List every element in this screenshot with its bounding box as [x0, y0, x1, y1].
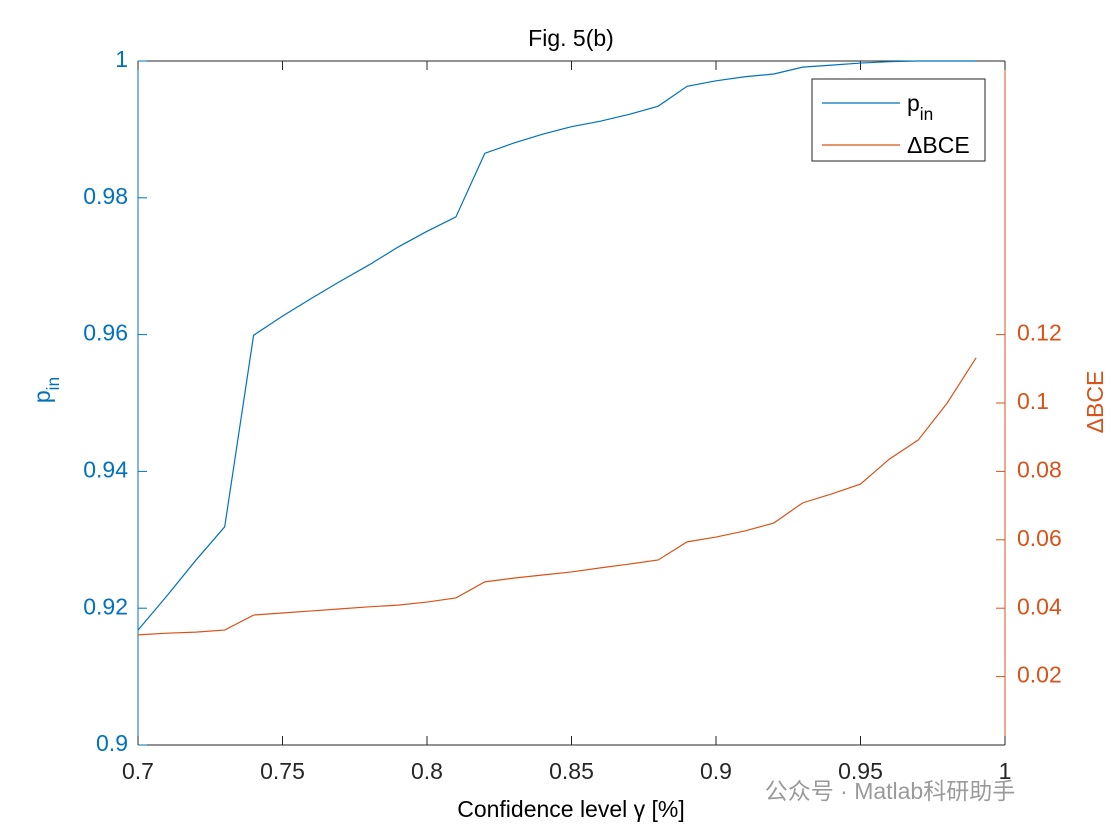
y-tick-label: 0.96 — [83, 320, 128, 346]
x-tick-label: 1 — [999, 758, 1012, 784]
y2-tick-label: 0.06 — [1017, 525, 1062, 551]
watermark: 公众号 · Matlab科研助手 — [765, 778, 1015, 804]
y-tick-label: 0.98 — [83, 183, 128, 209]
x-axis-label: Confidence level γ [%] — [457, 796, 685, 822]
y-tick-label: 0.9 — [96, 730, 128, 756]
y2-tick-label: 0.04 — [1017, 593, 1062, 619]
y-axis-label: pin — [29, 377, 62, 403]
legend-box — [811, 78, 986, 162]
x-tick-label: 0.8 — [411, 758, 443, 784]
x-tick-label: 0.95 — [838, 758, 883, 784]
x-tick-label: 0.85 — [549, 758, 594, 784]
legend-label: pin — [907, 90, 933, 123]
y2-tick-label: 0.08 — [1017, 456, 1062, 482]
y2-tick-label: 0.12 — [1017, 320, 1062, 346]
y-tick-label: 0.94 — [83, 456, 128, 482]
data-line — [137, 357, 977, 636]
legend-label: ΔBCE — [907, 132, 970, 158]
y2-axis-label: ΔBCE — [1082, 371, 1108, 434]
x-tick-label: 0.9 — [700, 758, 732, 784]
x-tick-label: 0.7 — [122, 758, 154, 784]
y-tick-label: 0.92 — [83, 593, 128, 619]
y-tick-label: 1 — [115, 46, 128, 72]
y2-tick-label: 0.1 — [1017, 388, 1049, 414]
x-tick-label: 0.75 — [260, 758, 305, 784]
data-line — [137, 60, 977, 631]
y2-tick-label: 0.02 — [1017, 662, 1062, 688]
chart-title: Fig. 5(b) — [528, 25, 614, 51]
